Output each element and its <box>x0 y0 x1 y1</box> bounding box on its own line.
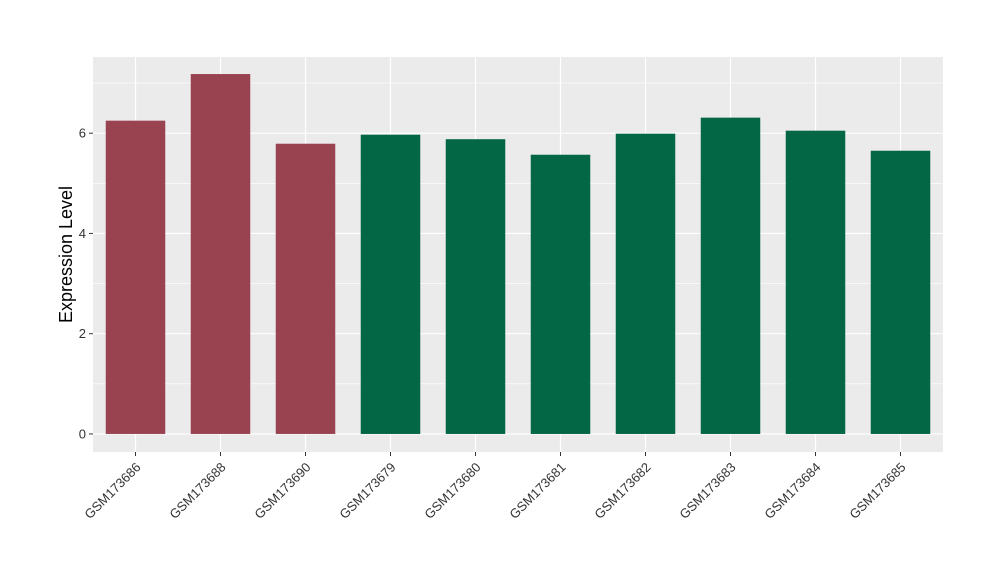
x-tick-label: GSM173679 <box>336 460 398 522</box>
y-axis: 0 2 4 6 <box>79 126 93 441</box>
bar-GSM173679 <box>360 134 421 434</box>
x-tick-label: GSM173681 <box>506 460 568 522</box>
y-tick-label: 2 <box>79 326 86 341</box>
x-tick-label: GSM173682 <box>591 460 653 522</box>
y-tick-label: 0 <box>79 426 86 441</box>
x-tick-label: GSM173684 <box>761 460 823 522</box>
bar-GSM173685 <box>870 150 931 434</box>
x-tick-label: GSM173685 <box>846 460 908 522</box>
bar-GSM173688 <box>190 74 251 434</box>
bar-GSM173684 <box>785 130 846 434</box>
y-tick-label: 6 <box>79 126 86 141</box>
bar-GSM173682 <box>615 133 676 434</box>
x-tick-label: GSM173683 <box>676 460 738 522</box>
bar-GSM173681 <box>530 154 591 434</box>
x-tick-label: GSM173686 <box>81 460 143 522</box>
y-axis-title: Expression Level <box>56 186 76 323</box>
y-tick-label: 4 <box>79 226 86 241</box>
bar-GSM173690 <box>275 143 336 434</box>
x-axis: GSM173686 GSM173688 GSM173690 GSM173679 GSM1… <box>81 452 909 522</box>
bar-GSM173686 <box>105 120 166 434</box>
x-tick-label: GSM173690 <box>251 460 313 522</box>
bar-GSM173680 <box>445 139 506 434</box>
x-tick-label: GSM173688 <box>166 460 228 522</box>
bars <box>105 74 931 434</box>
x-tick-label: GSM173680 <box>421 460 483 522</box>
bar-GSM173683 <box>700 117 761 434</box>
